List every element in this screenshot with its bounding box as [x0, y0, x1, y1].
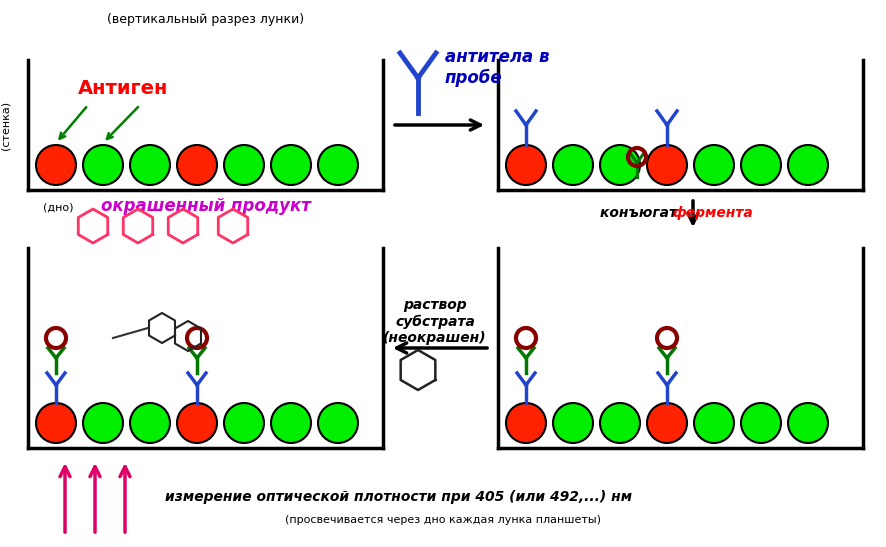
Text: (вертикальный разрез лунки): (вертикальный разрез лунки): [107, 14, 304, 26]
Text: измерение оптической плотности при 405 (или 492,...) нм: измерение оптической плотности при 405 (…: [165, 490, 632, 504]
Text: (стенка): (стенка): [1, 101, 11, 149]
Circle shape: [647, 403, 687, 443]
Circle shape: [83, 145, 123, 185]
Circle shape: [788, 403, 828, 443]
Circle shape: [553, 403, 593, 443]
Circle shape: [788, 145, 828, 185]
Text: раствор
субстрата
(неокрашен): раствор субстрата (неокрашен): [383, 298, 486, 345]
Circle shape: [600, 145, 640, 185]
Circle shape: [318, 403, 358, 443]
Circle shape: [177, 145, 217, 185]
Text: окрашенный продукт: окрашенный продукт: [101, 197, 310, 215]
Circle shape: [224, 145, 264, 185]
Circle shape: [647, 145, 687, 185]
Circle shape: [224, 403, 264, 443]
Circle shape: [741, 145, 781, 185]
Circle shape: [271, 145, 311, 185]
Circle shape: [741, 403, 781, 443]
Text: Антиген: Антиген: [78, 79, 168, 97]
Circle shape: [130, 145, 170, 185]
Text: конъюгат: конъюгат: [600, 206, 682, 220]
Circle shape: [177, 403, 217, 443]
Circle shape: [600, 403, 640, 443]
Circle shape: [694, 403, 734, 443]
Text: (просвечивается через дно каждая лунка планшеты): (просвечивается через дно каждая лунка п…: [285, 515, 601, 525]
Circle shape: [506, 403, 546, 443]
Circle shape: [130, 403, 170, 443]
Text: фермента: фермента: [672, 206, 753, 220]
Circle shape: [506, 145, 546, 185]
Text: (дно): (дно): [43, 203, 74, 213]
Circle shape: [553, 145, 593, 185]
Circle shape: [36, 403, 76, 443]
Circle shape: [318, 145, 358, 185]
Circle shape: [36, 145, 76, 185]
Circle shape: [83, 403, 123, 443]
Text: антитела в
пробе: антитела в пробе: [445, 48, 549, 87]
Circle shape: [694, 145, 734, 185]
Circle shape: [271, 403, 311, 443]
